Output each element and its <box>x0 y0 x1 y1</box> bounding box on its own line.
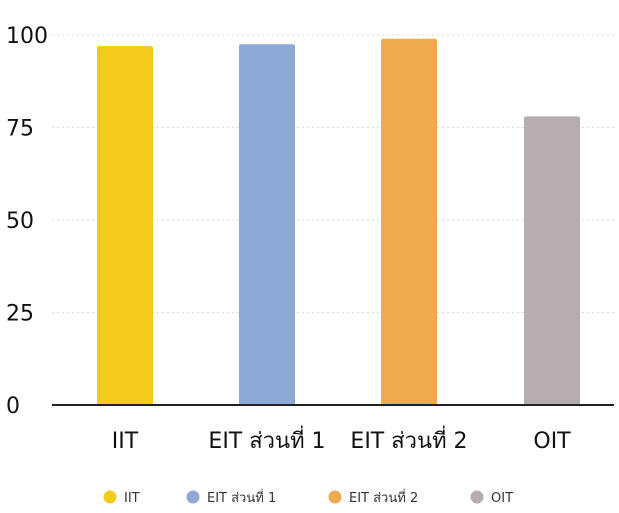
x-category-label: IIT <box>112 429 139 454</box>
bars <box>97 38 580 406</box>
x-category-label: EIT ส่วนที่ 2 <box>350 425 467 454</box>
y-tick-label: 100 <box>6 24 48 49</box>
x-axis-category-labels: IIT EIT ส่วนที่ 1 EIT ส่วนที่ 2 OIT <box>112 425 571 454</box>
y-tick-label: 50 <box>6 209 34 234</box>
bar <box>239 44 295 405</box>
legend-label: EIT ส่วนที่ 2 <box>349 489 418 506</box>
y-tick-label: 0 <box>6 394 20 419</box>
grid-lines <box>52 34 614 313</box>
legend: IIT EIT ส่วนที่ 1 EIT ส่วนที่ 2 OIT <box>103 489 513 506</box>
bar <box>381 38 437 405</box>
x-category-label: OIT <box>533 429 571 454</box>
legend-label: IIT <box>124 491 140 506</box>
y-tick-label: 25 <box>6 302 34 327</box>
legend-swatch <box>186 490 200 504</box>
legend-label: OIT <box>491 491 513 506</box>
bar <box>97 46 153 405</box>
legend-label: EIT ส่วนที่ 1 <box>207 489 276 506</box>
legend-swatch <box>328 490 342 504</box>
y-tick-label: 75 <box>6 117 34 142</box>
bar <box>524 116 580 406</box>
x-category-label: EIT ส่วนที่ 1 <box>208 425 325 454</box>
legend-swatch <box>470 490 484 504</box>
legend-swatch <box>103 490 117 504</box>
y-axis-tick-labels: 0 25 50 75 100 <box>6 24 48 419</box>
